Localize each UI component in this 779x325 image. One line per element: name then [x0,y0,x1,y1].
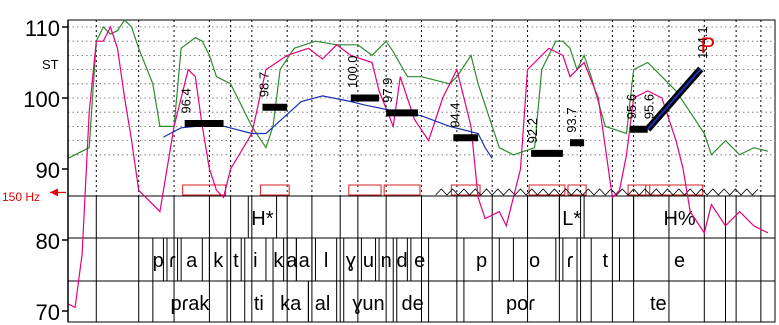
tones-label: H* [251,208,273,230]
stylization-value-label: 96.4 [179,88,194,113]
phones-label: o [529,250,540,272]
nucleus-box [627,184,651,196]
y-axis: 70 80 90 100 110 [23,16,69,325]
glissando-zigzag [435,188,759,196]
phones-label: l [324,250,328,272]
stylization-value-label: 92.2 [525,118,540,143]
reference-arrow-head [50,188,58,197]
nucleus-box [259,184,290,196]
y-tick-label: 70 [36,300,60,325]
phones-label: t [603,250,609,272]
phones-label: e [414,250,425,272]
phones-label: p [476,250,487,272]
phones-label: k [213,250,224,272]
phones-label: ɾ [567,250,574,272]
y-tick-label: 90 [36,158,60,183]
syllables-label: ka [280,293,302,315]
phones-label: a [299,250,311,272]
nucleus-box [383,184,421,196]
syllables-label: ɣun [352,293,384,315]
stylization-value-label: 104.1 [695,26,710,59]
stylization-value-label: 95.6 [642,94,657,119]
stylized-pitch: 96.4 98.7 100.0 97.9 94.4 92.2 93.7 95.6 95.6 104… [179,26,710,157]
nucleus-box [567,184,587,196]
syllables-label: de [402,293,424,315]
phones-label: d [396,250,407,272]
stylization-value-label: 97.9 [380,78,395,103]
y-tick-label: 100 [23,87,60,112]
syllables-label: poɾ [506,293,535,315]
stylization-value-label: 94.4 [447,102,462,127]
pitch-series-line [67,18,769,159]
phones-label: u [363,250,374,272]
stylization-value-label: 93.7 [564,107,579,132]
stylized-segment-highlight [646,68,702,130]
pitch-series-line [67,25,769,309]
phones-label: a [186,250,198,272]
y-tick-label: 80 [36,229,60,254]
phones-label: i [253,250,257,272]
phones-label: ɾ [169,250,176,272]
stylization-value-label: 98.7 [256,72,271,97]
stylization-value-label: 95.6 [624,94,639,119]
reference-hz-label: 150 Hz [2,190,40,204]
y-unit-label: ST [42,57,59,72]
syllables-label: te [650,293,667,315]
syllables-label: ti [254,293,264,315]
phones-label: n [381,250,392,272]
syllables-label: al [315,293,331,315]
tones-label: H% [663,208,695,230]
phones-label: ɣ [346,250,356,272]
phones-label: e [674,250,685,272]
y-tick-label: 110 [25,16,60,41]
nucleus-markers [68,184,775,197]
phones-label: t [233,250,239,272]
stress-marker-label: P [700,33,715,58]
phones-label: p [153,250,164,272]
segment-boundaries [95,20,762,322]
pitch-series-line [163,95,493,159]
phones-label: a [286,250,298,272]
phones-label: k [273,250,284,272]
tones-label: L* [562,208,581,230]
stylization-value-label: 100.0 [345,55,360,88]
nucleus-box [348,184,382,196]
syllables-label: pɾak [171,293,211,315]
